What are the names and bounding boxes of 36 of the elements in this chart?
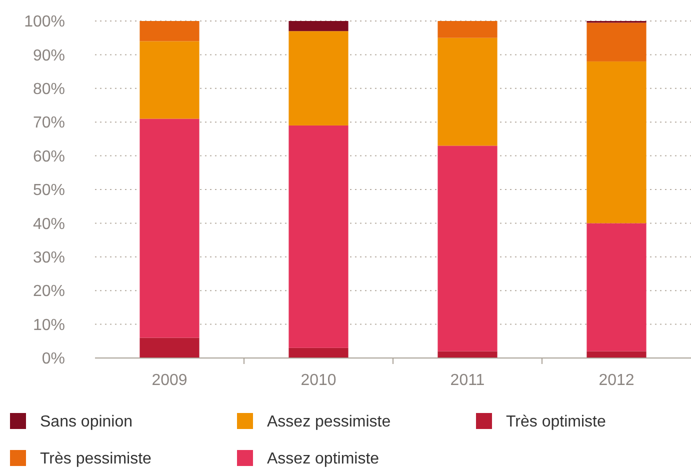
bar — [438, 38, 498, 146]
y-tick-label: 100% — [24, 14, 65, 31]
x-tick-label: 2011 — [450, 372, 485, 389]
x-tick-label: 2010 — [300, 372, 336, 389]
bar — [140, 41, 200, 119]
bar — [288, 21, 348, 32]
bar — [438, 21, 498, 38]
bar — [288, 348, 348, 358]
y-tick-label: 70% — [32, 114, 65, 132]
y-tick-label: 0% — [42, 350, 65, 368]
y-tick-label: 20% — [32, 283, 65, 300]
bar — [288, 125, 348, 348]
legend-label: Très optimiste — [506, 414, 606, 431]
legend-label: Assez pessimiste — [267, 414, 391, 431]
bar — [586, 351, 646, 358]
y-tick-label: 90% — [32, 47, 65, 64]
x-tick-label: 2012 — [598, 372, 634, 389]
y-tick-label: 60% — [32, 148, 65, 166]
x-tick-label: 2009 — [152, 372, 188, 389]
bar — [586, 61, 646, 224]
legend-label: Très pessimiste — [40, 450, 152, 468]
bar — [140, 118, 200, 338]
legend-label: Sans opinion — [40, 414, 133, 431]
legend-label: Assez optimiste — [267, 450, 380, 468]
bar — [140, 338, 200, 358]
bar — [140, 21, 200, 42]
bar — [438, 351, 498, 358]
bar — [438, 146, 498, 352]
y-tick-label: 10% — [32, 316, 65, 334]
y-tick-label: 50% — [32, 182, 65, 200]
bar — [586, 22, 646, 62]
y-tick-label: 30% — [32, 250, 65, 266]
bar — [288, 31, 348, 126]
bar — [586, 223, 646, 352]
y-tick-label: 40% — [32, 216, 65, 233]
y-tick-label: 80% — [32, 81, 65, 98]
